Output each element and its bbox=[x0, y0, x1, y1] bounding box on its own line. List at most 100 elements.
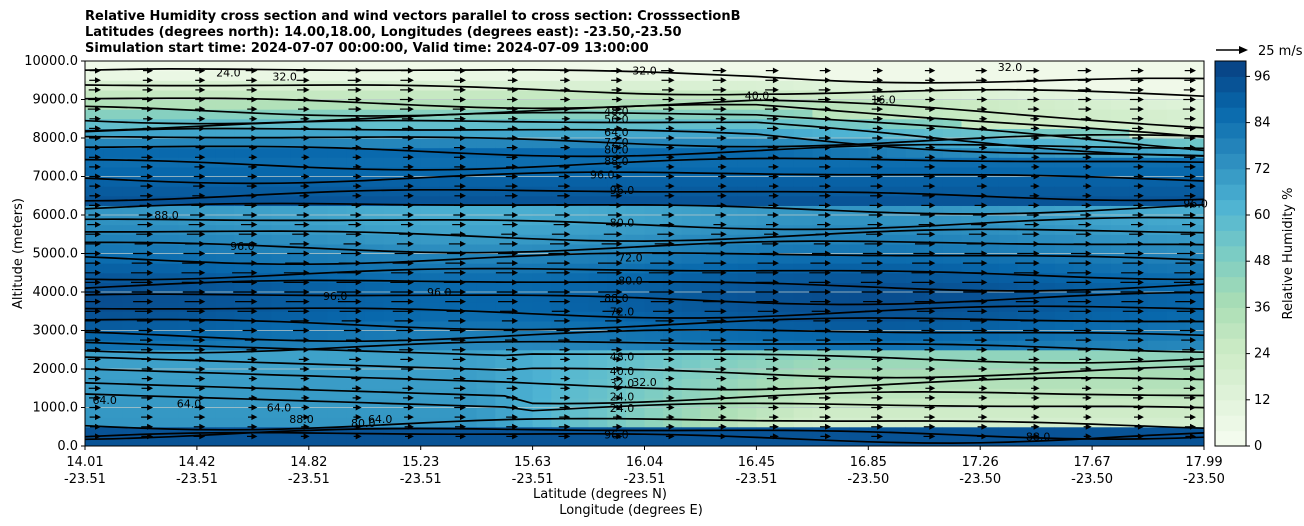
humidity-cell bbox=[868, 128, 888, 139]
humidity-cell bbox=[103, 224, 123, 235]
wind-vector bbox=[866, 317, 884, 324]
humidity-cell bbox=[103, 436, 123, 446]
humidity-cell bbox=[178, 397, 198, 409]
wind-vector-head bbox=[512, 423, 519, 430]
humidity-cell bbox=[1073, 349, 1093, 360]
humidity-cell bbox=[196, 89, 217, 101]
wind-vector bbox=[560, 86, 571, 93]
wind-vector bbox=[249, 115, 258, 122]
wind-vector bbox=[403, 192, 414, 199]
wind-vector-head bbox=[1137, 231, 1144, 238]
wind-vector bbox=[248, 375, 258, 382]
humidity-cell bbox=[1092, 253, 1112, 264]
humidity-cell bbox=[290, 426, 310, 437]
humidity-cell bbox=[215, 109, 235, 120]
humidity-cell bbox=[420, 359, 440, 370]
humidity-cell bbox=[196, 407, 217, 418]
wind-vector bbox=[247, 106, 258, 113]
wind-vector-head bbox=[512, 212, 519, 218]
humidity-cell bbox=[1092, 89, 1112, 101]
wind-vector bbox=[1184, 414, 1196, 421]
wind-vector bbox=[1031, 135, 1040, 141]
wind-vector-head bbox=[251, 67, 258, 74]
humidity-cell bbox=[1110, 186, 1131, 197]
humidity-cell bbox=[476, 80, 496, 91]
wind-vector-head bbox=[1085, 163, 1092, 170]
wind-vector-head bbox=[616, 96, 623, 103]
humidity-cell bbox=[1073, 80, 1093, 91]
humidity-cell bbox=[346, 99, 366, 110]
wind-vector bbox=[506, 423, 519, 430]
wind-vector bbox=[1067, 269, 1092, 276]
wind-vector bbox=[558, 173, 571, 180]
humidity-cell bbox=[700, 138, 720, 149]
humidity-cell bbox=[140, 311, 161, 322]
humidity-cell bbox=[178, 234, 198, 245]
wind-vector bbox=[977, 423, 988, 430]
wind-vector-head bbox=[1085, 414, 1092, 421]
wind-vector-head bbox=[1033, 202, 1040, 209]
wind-vector-head bbox=[616, 221, 623, 228]
wind-vector bbox=[1134, 414, 1144, 421]
wind-vector-head bbox=[199, 163, 206, 170]
wind-vector bbox=[871, 394, 884, 401]
humidity-cell bbox=[85, 426, 105, 437]
wind-vector bbox=[818, 366, 831, 372]
humidity-cell bbox=[215, 311, 235, 322]
wind-vector-head bbox=[1190, 173, 1196, 180]
humidity-cell bbox=[327, 263, 347, 274]
wind-vector-head bbox=[981, 192, 988, 199]
humidity-cell bbox=[625, 388, 646, 399]
wind-vector bbox=[195, 394, 206, 401]
humidity-cell bbox=[961, 369, 981, 380]
wind-vector-head bbox=[407, 317, 414, 324]
humidity-cell bbox=[924, 157, 944, 168]
wind-vector-head bbox=[251, 385, 258, 392]
wind-vector-head bbox=[147, 77, 154, 84]
wind-vector bbox=[141, 346, 154, 353]
humidity-cell bbox=[1148, 61, 1168, 72]
wind-vector bbox=[1025, 337, 1040, 344]
wind-vector bbox=[919, 317, 936, 324]
humidity-cell bbox=[961, 243, 981, 255]
humidity-cell bbox=[234, 138, 254, 149]
humidity-cell bbox=[1054, 436, 1075, 446]
wind-vector bbox=[553, 221, 571, 228]
humidity-cell bbox=[532, 407, 552, 418]
wind-vector-head bbox=[303, 356, 310, 363]
humidity-cell bbox=[961, 426, 981, 437]
humidity-cell bbox=[1110, 205, 1131, 216]
humidity-cell bbox=[346, 70, 366, 81]
humidity-cell bbox=[644, 215, 664, 226]
wind-vector bbox=[403, 154, 414, 161]
wind-vector-head bbox=[929, 366, 936, 372]
humidity-cell bbox=[196, 243, 217, 255]
humidity-cell bbox=[308, 224, 329, 235]
humidity-cell bbox=[1110, 166, 1131, 178]
humidity-cell bbox=[439, 138, 459, 149]
humidity-cell bbox=[831, 359, 851, 370]
humidity-cell bbox=[308, 61, 329, 72]
wind-vector-head bbox=[1190, 375, 1196, 382]
humidity-cell bbox=[644, 128, 664, 139]
humidity-cell bbox=[439, 272, 459, 283]
wind-vector-head bbox=[564, 317, 571, 324]
humidity-cell bbox=[1017, 397, 1037, 409]
humidity-cell bbox=[1148, 330, 1168, 341]
wind-vector bbox=[1081, 125, 1092, 132]
humidity-cell bbox=[140, 166, 161, 178]
wind-vector-head bbox=[981, 144, 988, 151]
wind-vector bbox=[648, 279, 675, 286]
humidity-cell bbox=[775, 166, 795, 178]
humidity-cell bbox=[980, 320, 1000, 332]
humidity-cell bbox=[775, 205, 795, 216]
humidity-cell bbox=[122, 320, 142, 332]
humidity-cell bbox=[476, 311, 496, 322]
wind-vector-head bbox=[1190, 231, 1196, 238]
humidity-cell bbox=[905, 369, 925, 380]
humidity-cell bbox=[252, 147, 273, 158]
humidity-cell bbox=[942, 166, 963, 178]
humidity-cell bbox=[849, 263, 869, 274]
wind-vector-head bbox=[668, 279, 675, 286]
humidity-cell bbox=[364, 369, 385, 380]
